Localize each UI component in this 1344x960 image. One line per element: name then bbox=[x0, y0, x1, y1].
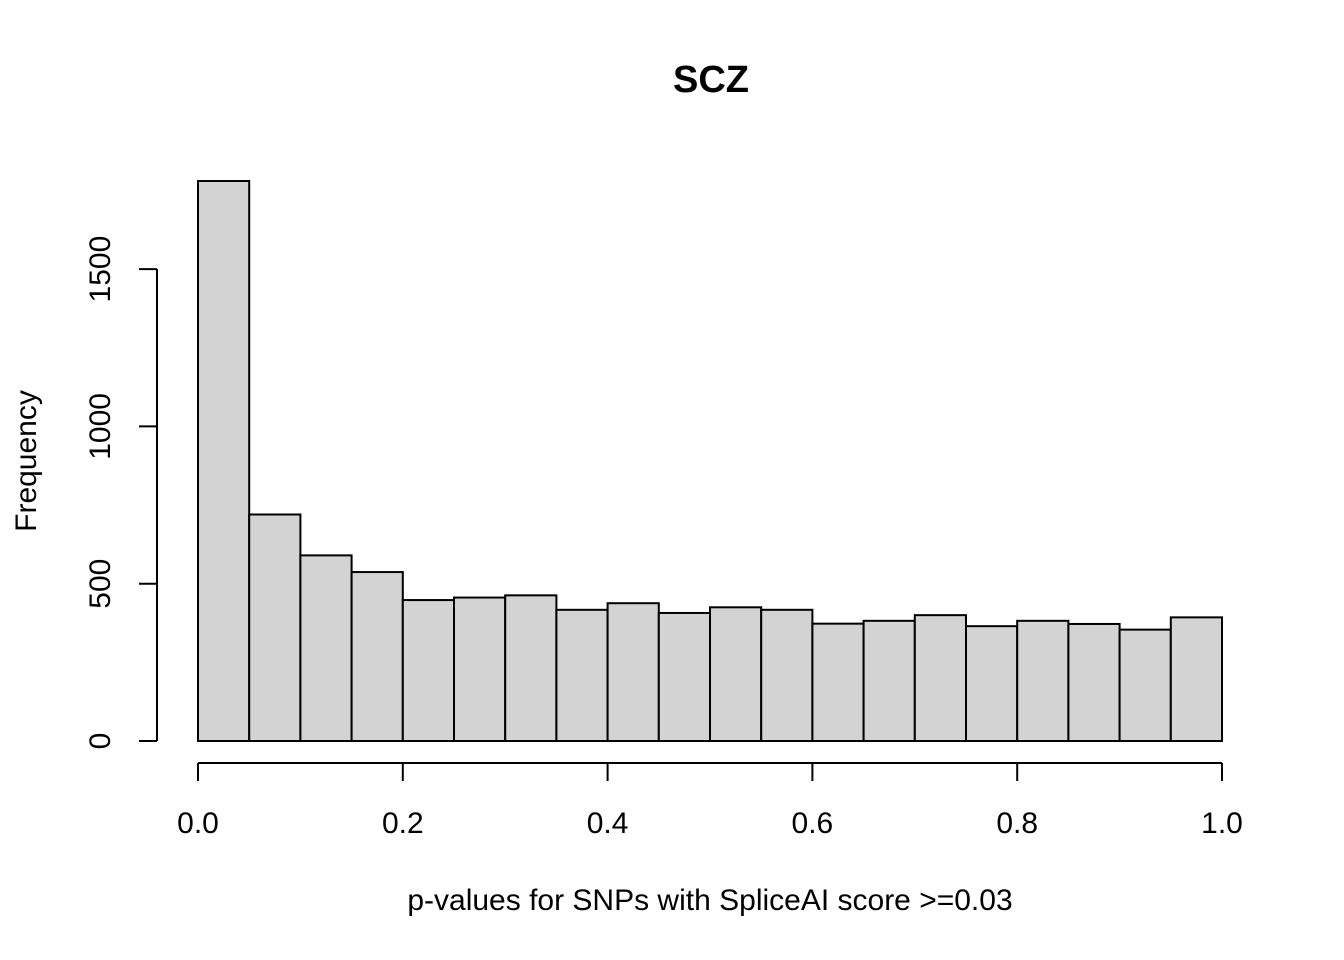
x-tick-label: 0.2 bbox=[382, 807, 424, 840]
x-tick-label: 0.8 bbox=[996, 807, 1038, 840]
histogram-bar bbox=[401, 599, 455, 742]
histogram-bar bbox=[197, 180, 251, 742]
y-axis-label: Frequency bbox=[10, 390, 43, 532]
histogram-bar bbox=[1067, 622, 1121, 743]
histogram-bar bbox=[299, 554, 353, 742]
histogram-bar bbox=[913, 614, 967, 742]
y-axis: 0 500 1000 1500 bbox=[84, 236, 158, 750]
histogram-bar bbox=[504, 594, 558, 743]
histogram-bar bbox=[862, 619, 916, 743]
x-axis-label: p-values for SNPs with SpliceAI score >=… bbox=[407, 884, 1012, 917]
chart-title: SCZ bbox=[673, 59, 749, 101]
x-tick-label: 1.0 bbox=[1201, 807, 1243, 840]
histogram-bar bbox=[1169, 616, 1224, 742]
x-tick-label: 0.4 bbox=[587, 807, 629, 840]
x-tick-label: 0.6 bbox=[792, 807, 834, 840]
histogram-bar bbox=[657, 611, 711, 743]
y-tick-label: 1000 bbox=[84, 393, 117, 460]
y-tick-label: 1500 bbox=[84, 236, 117, 303]
bars-group bbox=[197, 180, 1224, 743]
histogram-bar bbox=[248, 513, 302, 742]
histogram-bar bbox=[1016, 619, 1070, 743]
x-tick-label: 0.0 bbox=[177, 807, 219, 840]
histogram-bar bbox=[811, 622, 865, 742]
histogram-bar bbox=[350, 571, 404, 743]
histogram-bar bbox=[760, 608, 814, 743]
histogram-bar bbox=[606, 602, 660, 742]
histogram-bar bbox=[965, 625, 1019, 743]
y-tick-label: 500 bbox=[84, 559, 117, 609]
histogram-bar bbox=[453, 596, 507, 743]
histogram-bar bbox=[555, 608, 609, 743]
histogram-bar bbox=[709, 606, 763, 742]
x-axis: 0.0 0.2 0.4 0.6 0.8 1.0 bbox=[177, 762, 1243, 840]
y-tick-label: 0 bbox=[84, 733, 117, 750]
histogram-bar bbox=[1118, 628, 1172, 742]
